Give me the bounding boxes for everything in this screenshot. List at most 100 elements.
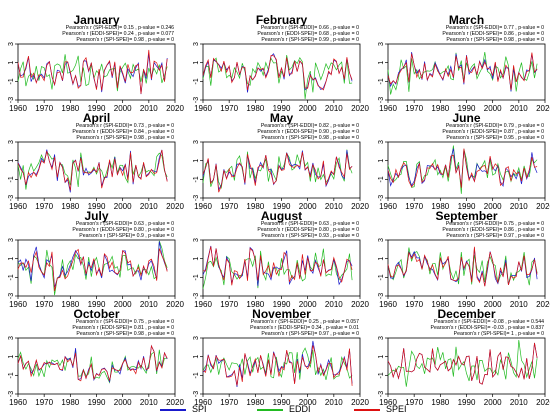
y-tick-label: 3 (193, 140, 200, 144)
x-tick-label: 2000 (114, 202, 132, 211)
panel-annotation: Pearson's r (SPI-SPEI)= 0.9 , p-value = … (79, 233, 174, 239)
panel-annotation: Pearson's r (SPI-EDDI)= 0.73 , p-value =… (76, 123, 174, 129)
x-tick-label: 1960 (194, 398, 212, 407)
y-tick-label: -1 (378, 176, 385, 182)
y-tick-label: -1 (8, 176, 15, 182)
y-tick-label: -1 (193, 274, 200, 280)
x-tick-label: 2000 (484, 104, 502, 113)
y-tick-label: -3 (378, 195, 385, 201)
y-tick-label: 3 (378, 336, 385, 340)
y-tick-label: 1 (193, 61, 200, 65)
x-tick-label: 1990 (458, 202, 476, 211)
panel-title-june: June (452, 111, 480, 125)
y-tick-label: 1 (193, 159, 200, 163)
panel-annotation: Pearson's r (SPI-SPEI)= 0.98 , p-value =… (446, 37, 544, 43)
x-tick-label: 1960 (9, 104, 27, 113)
x-tick-label: 2000 (299, 202, 317, 211)
x-tick-label: 2000 (114, 104, 132, 113)
y-tick-label: -3 (193, 293, 200, 299)
x-tick-label: 2000 (484, 300, 502, 309)
x-tick-label: 1970 (405, 202, 423, 211)
panel-annotation: Pearson's r (EDDI-SPEI)= 0.68 , p-value … (257, 31, 359, 37)
panel-title-february: February (256, 13, 308, 27)
y-tick-label: -3 (8, 195, 15, 201)
x-tick-label: 1980 (246, 398, 264, 407)
x-tick-label: 2000 (114, 398, 132, 407)
panel-annotation: Pearson's r (SPI-SPEI)= 0.98 , p-value =… (76, 37, 174, 43)
panel-annotation: Pearson's r (SPI-EDDI)= 0.82 , p-value =… (261, 123, 359, 129)
panel-annotation: Pearson's r (EDDI-SPEI)= 0.34 , p-value … (250, 325, 359, 331)
x-tick-label: 1980 (246, 202, 264, 211)
series-line-spei (387, 246, 538, 287)
x-tick-label: 2020 (536, 300, 550, 309)
y-tick-label: 3 (193, 42, 200, 46)
legend-swatch-spi (160, 409, 186, 411)
x-tick-label: 1960 (379, 398, 397, 407)
x-tick-label: 1990 (88, 300, 106, 309)
x-tick-label: 2010 (140, 104, 158, 113)
y-tick-label: 3 (193, 238, 200, 242)
legend-swatch-spei (354, 409, 380, 411)
x-tick-label: 2010 (325, 202, 343, 211)
x-tick-label: 1980 (246, 300, 264, 309)
panel-annotation: Pearson's r (EDDI-SPEI)= 0.80 , p-value … (72, 227, 174, 233)
series-line-spei (387, 148, 538, 188)
x-tick-label: 1980 (431, 104, 449, 113)
x-tick-label: 1990 (88, 104, 106, 113)
series-line-spei (17, 49, 168, 94)
x-tick-label: 1990 (273, 300, 291, 309)
y-tick-label: 1 (378, 61, 385, 65)
x-tick-label: 2010 (510, 202, 528, 211)
y-tick-label: -3 (378, 293, 385, 299)
x-tick-label: 2020 (536, 398, 550, 407)
panel-title-may: May (270, 111, 294, 125)
y-tick-label: -1 (193, 78, 200, 84)
x-tick-label: 1970 (35, 104, 53, 113)
y-tick-label: 1 (8, 257, 15, 261)
y-tick-label: -1 (193, 372, 200, 378)
x-tick-label: 1960 (379, 202, 397, 211)
x-tick-label: 1960 (9, 202, 27, 211)
x-tick-label: 1980 (431, 398, 449, 407)
x-tick-label: 1990 (458, 104, 476, 113)
y-tick-label: -3 (378, 391, 385, 397)
y-tick-label: 1 (193, 257, 200, 261)
series-line-spi (17, 241, 168, 288)
panel-title-october: October (73, 307, 119, 321)
series-line-eddi (387, 247, 538, 286)
panel-title-august: August (261, 209, 302, 223)
x-tick-label: 1960 (379, 104, 397, 113)
x-tick-label: 2010 (510, 398, 528, 407)
y-tick-label: -3 (193, 195, 200, 201)
y-tick-label: 1 (378, 355, 385, 359)
y-tick-label: 1 (8, 61, 15, 65)
y-tick-label: 3 (8, 42, 15, 46)
panel-title-july: July (84, 209, 108, 223)
panel-annotation: Pearson's r (EDDI-SPEI)= 0.81 , p-value … (72, 325, 174, 331)
series-line-eddi (202, 54, 353, 100)
x-tick-label: 1960 (194, 300, 212, 309)
x-tick-label: 2000 (299, 104, 317, 113)
y-tick-label: 1 (8, 159, 15, 163)
legend: SPI EDDI SPEI (0, 400, 550, 419)
series-line-spei (387, 52, 538, 90)
x-tick-label: 2020 (536, 202, 550, 211)
series-line-spei (17, 248, 168, 292)
panel-annotation: Pearson's r (SPI-EDDI)= 0.63 , p-value =… (261, 221, 359, 227)
x-tick-label: 1960 (194, 202, 212, 211)
legend-swatch-eddi (257, 409, 283, 411)
x-tick-label: 1990 (458, 398, 476, 407)
x-tick-label: 1980 (61, 104, 79, 113)
panel-annotation: Pearson's r (SPI-EDDI)= 0.77 , p-value =… (446, 25, 544, 31)
x-tick-label: 1960 (194, 104, 212, 113)
panel-annotation: Pearson's r (SPI-EDDI)= 0.25 , p-value =… (251, 319, 359, 325)
x-tick-label: 1970 (405, 398, 423, 407)
y-tick-label: 3 (8, 140, 15, 144)
